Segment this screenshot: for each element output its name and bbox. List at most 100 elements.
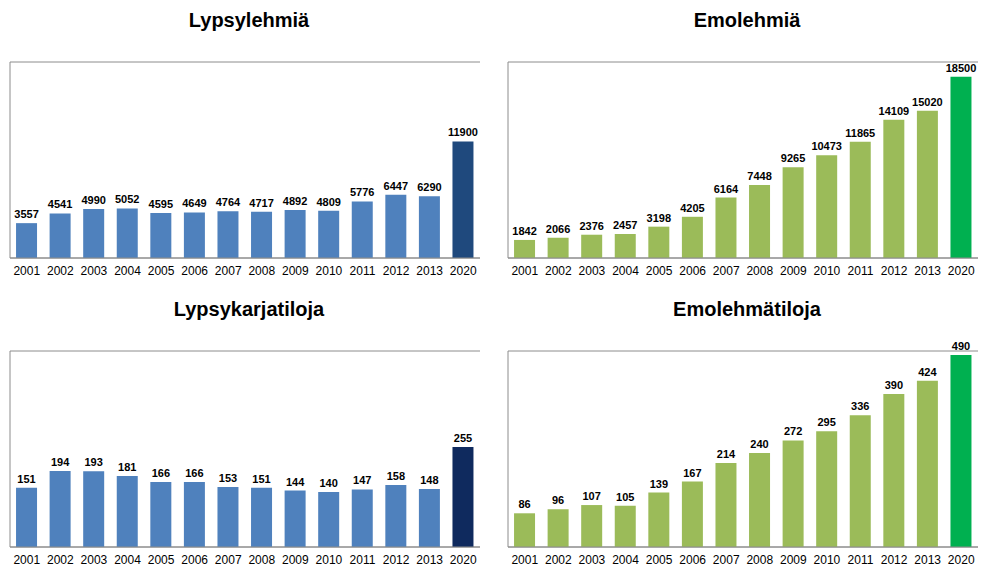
- svg-text:2013: 2013: [416, 552, 443, 566]
- svg-text:2376: 2376: [579, 220, 603, 232]
- svg-text:4717: 4717: [249, 197, 273, 209]
- svg-text:2011: 2011: [350, 552, 376, 566]
- svg-text:240: 240: [750, 437, 768, 449]
- svg-text:2020: 2020: [450, 264, 477, 278]
- svg-text:2002: 2002: [545, 552, 572, 566]
- svg-text:2005: 2005: [646, 552, 673, 566]
- svg-text:2007: 2007: [713, 552, 740, 566]
- svg-text:2006: 2006: [181, 264, 208, 278]
- svg-text:2001: 2001: [511, 552, 538, 566]
- svg-text:2011: 2011: [848, 264, 874, 278]
- svg-text:167: 167: [683, 466, 701, 478]
- svg-text:6447: 6447: [384, 180, 408, 192]
- svg-text:2004: 2004: [612, 264, 639, 278]
- svg-text:2009: 2009: [780, 552, 807, 566]
- svg-text:86: 86: [518, 498, 530, 510]
- svg-text:3557: 3557: [14, 208, 38, 220]
- svg-text:2020: 2020: [450, 552, 477, 566]
- svg-text:2008: 2008: [746, 264, 773, 278]
- svg-text:194: 194: [51, 455, 70, 467]
- svg-text:2012: 2012: [383, 552, 410, 566]
- svg-text:4649: 4649: [182, 197, 206, 209]
- svg-text:2007: 2007: [713, 264, 740, 278]
- svg-text:181: 181: [118, 461, 136, 473]
- svg-text:158: 158: [387, 470, 405, 482]
- svg-text:105: 105: [616, 490, 634, 502]
- svg-text:2010: 2010: [814, 264, 841, 278]
- svg-text:2007: 2007: [215, 552, 242, 566]
- svg-text:148: 148: [420, 473, 438, 485]
- svg-text:2013: 2013: [914, 552, 941, 566]
- svg-text:14109: 14109: [879, 105, 910, 117]
- svg-text:2006: 2006: [679, 264, 706, 278]
- svg-text:139: 139: [650, 477, 668, 489]
- svg-text:2006: 2006: [181, 552, 208, 566]
- svg-text:151: 151: [17, 472, 35, 484]
- svg-text:2457: 2457: [613, 219, 637, 231]
- svg-text:11900: 11900: [448, 126, 478, 138]
- svg-text:2010: 2010: [316, 552, 343, 566]
- svg-text:147: 147: [353, 474, 371, 486]
- svg-text:2008: 2008: [248, 264, 275, 278]
- svg-text:7448: 7448: [747, 170, 771, 182]
- svg-text:151: 151: [252, 472, 270, 484]
- svg-text:5776: 5776: [350, 186, 374, 198]
- svg-text:4595: 4595: [149, 198, 173, 210]
- svg-text:2007: 2007: [215, 264, 242, 278]
- svg-text:255: 255: [454, 432, 472, 444]
- svg-text:140: 140: [320, 477, 338, 489]
- svg-text:2011: 2011: [848, 552, 874, 566]
- svg-text:10473: 10473: [811, 140, 842, 152]
- svg-text:2020: 2020: [948, 264, 975, 278]
- svg-text:2003: 2003: [81, 552, 108, 566]
- svg-text:4541: 4541: [48, 198, 72, 210]
- svg-text:2020: 2020: [948, 552, 975, 566]
- svg-text:2012: 2012: [881, 552, 908, 566]
- svg-text:2003: 2003: [579, 264, 606, 278]
- svg-text:193: 193: [85, 456, 103, 468]
- svg-text:2013: 2013: [416, 264, 443, 278]
- svg-text:6164: 6164: [714, 183, 739, 195]
- svg-text:2003: 2003: [81, 264, 108, 278]
- svg-text:2002: 2002: [47, 264, 74, 278]
- svg-text:2010: 2010: [316, 264, 343, 278]
- svg-text:5052: 5052: [115, 193, 139, 205]
- svg-text:2012: 2012: [881, 264, 908, 278]
- svg-text:2004: 2004: [114, 264, 141, 278]
- svg-text:295: 295: [818, 416, 836, 428]
- svg-text:6290: 6290: [417, 181, 441, 193]
- svg-text:4809: 4809: [316, 196, 340, 208]
- svg-text:2005: 2005: [148, 552, 175, 566]
- svg-text:107: 107: [583, 490, 601, 502]
- svg-text:2012: 2012: [383, 264, 410, 278]
- svg-text:2008: 2008: [248, 552, 275, 566]
- svg-text:2005: 2005: [148, 264, 175, 278]
- svg-text:2003: 2003: [579, 552, 606, 566]
- svg-text:2002: 2002: [47, 552, 74, 566]
- svg-text:2004: 2004: [114, 552, 141, 566]
- svg-text:18500: 18500: [946, 62, 977, 74]
- svg-text:11865: 11865: [845, 127, 875, 139]
- svg-text:2006: 2006: [679, 552, 706, 566]
- svg-text:3198: 3198: [647, 212, 671, 224]
- svg-text:2005: 2005: [646, 264, 673, 278]
- svg-text:2009: 2009: [282, 264, 309, 278]
- svg-text:166: 166: [185, 466, 203, 478]
- svg-text:144: 144: [286, 475, 305, 487]
- svg-text:2001: 2001: [13, 264, 40, 278]
- svg-text:9265: 9265: [781, 152, 805, 164]
- svg-text:490: 490: [952, 339, 970, 351]
- svg-text:390: 390: [885, 379, 903, 391]
- svg-text:4892: 4892: [283, 195, 307, 207]
- svg-text:2001: 2001: [511, 264, 538, 278]
- svg-text:4990: 4990: [81, 194, 105, 206]
- svg-text:1842: 1842: [512, 225, 536, 237]
- svg-text:2013: 2013: [914, 264, 941, 278]
- svg-text:214: 214: [717, 448, 736, 460]
- svg-text:272: 272: [784, 425, 802, 437]
- svg-text:166: 166: [152, 466, 170, 478]
- svg-text:2008: 2008: [746, 552, 773, 566]
- svg-text:15020: 15020: [912, 96, 943, 108]
- svg-text:2004: 2004: [612, 552, 639, 566]
- svg-text:2011: 2011: [350, 264, 376, 278]
